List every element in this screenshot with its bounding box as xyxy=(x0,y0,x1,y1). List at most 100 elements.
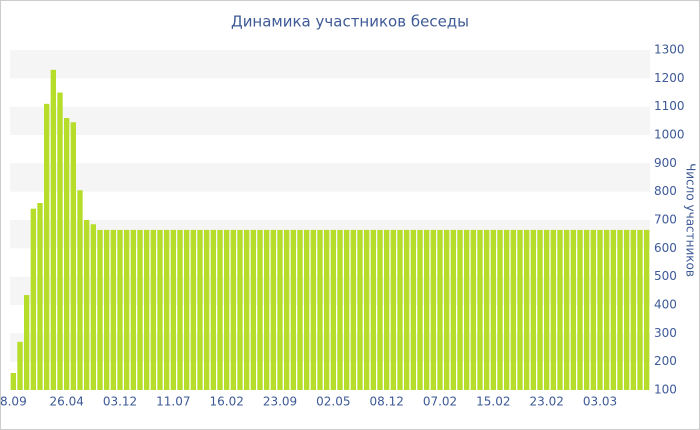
bar xyxy=(390,229,396,390)
bar xyxy=(330,229,336,390)
bar xyxy=(590,229,596,390)
bar xyxy=(324,229,330,390)
bar xyxy=(637,229,643,390)
bar xyxy=(450,229,456,390)
bar xyxy=(257,229,263,390)
y-tick-label: 400 xyxy=(654,298,677,312)
bar xyxy=(544,229,550,390)
bar xyxy=(210,229,216,390)
bar xyxy=(357,229,363,390)
bar xyxy=(57,92,63,390)
bar xyxy=(277,229,283,390)
x-tick-label: 8.09 xyxy=(0,395,27,409)
y-tick-label: 800 xyxy=(654,184,677,198)
bar xyxy=(204,229,210,390)
bar xyxy=(370,229,376,390)
grid-band xyxy=(10,276,650,305)
bar xyxy=(490,229,496,390)
bar xyxy=(217,229,223,390)
bar xyxy=(164,229,170,390)
bar xyxy=(30,208,36,390)
bar xyxy=(610,229,616,390)
y-tick-label: 600 xyxy=(654,241,677,255)
bar xyxy=(624,229,630,390)
x-tick-label: 15.02 xyxy=(476,395,510,409)
bar xyxy=(597,229,603,390)
bar xyxy=(97,229,103,390)
bar xyxy=(224,229,230,390)
bar xyxy=(517,229,523,390)
x-tick-label: 03.03 xyxy=(583,395,617,409)
x-tick-label: 26.04 xyxy=(49,395,83,409)
y-tick-label: 1100 xyxy=(654,99,685,113)
x-tick-label: 23.02 xyxy=(529,395,563,409)
grid-band xyxy=(10,50,650,79)
bar xyxy=(270,229,276,390)
bar xyxy=(384,229,390,390)
bar xyxy=(457,229,463,390)
grid-band xyxy=(10,333,650,362)
chart-title: Динамика участников беседы xyxy=(231,13,469,31)
y-tick-label: 1000 xyxy=(654,128,685,142)
x-tick-label: 03.12 xyxy=(103,395,137,409)
bar xyxy=(70,122,76,390)
bar xyxy=(64,118,70,390)
bar xyxy=(197,229,203,390)
bar xyxy=(150,229,156,390)
x-tick-label: 11.07 xyxy=(156,395,190,409)
bar xyxy=(177,229,183,390)
bar xyxy=(510,229,516,390)
bar xyxy=(550,229,556,390)
bar xyxy=(464,229,470,390)
grid-band xyxy=(10,106,650,135)
bar xyxy=(364,229,370,390)
y-tick-label: 1300 xyxy=(654,43,685,57)
bar xyxy=(297,229,303,390)
bar xyxy=(530,229,536,390)
bar xyxy=(24,295,30,390)
bar xyxy=(184,229,190,390)
bar xyxy=(137,229,143,390)
bar xyxy=(244,229,250,390)
bar xyxy=(157,229,163,390)
x-tick-label: 07.02 xyxy=(423,395,457,409)
bar xyxy=(144,229,150,390)
bar xyxy=(557,229,563,390)
bar xyxy=(477,229,483,390)
bar xyxy=(170,229,176,390)
y-tick-label: 300 xyxy=(654,326,677,340)
y-tick-label: 200 xyxy=(654,354,677,368)
bar xyxy=(497,229,503,390)
bar xyxy=(124,229,130,390)
y-tick-label: 500 xyxy=(654,269,677,283)
bar xyxy=(317,229,323,390)
bar xyxy=(564,229,570,390)
x-tick-label: 16.02 xyxy=(209,395,243,409)
bar xyxy=(310,229,316,390)
bar xyxy=(584,229,590,390)
bar xyxy=(350,229,356,390)
bar xyxy=(130,229,136,390)
bar xyxy=(10,373,16,390)
bar xyxy=(604,229,610,390)
bar xyxy=(104,229,110,390)
bar xyxy=(570,229,576,390)
bar xyxy=(304,229,310,390)
bar xyxy=(77,190,83,390)
bar xyxy=(44,103,50,390)
bar xyxy=(37,203,43,390)
bar xyxy=(537,229,543,390)
bar xyxy=(617,229,623,390)
bar xyxy=(444,229,450,390)
bar xyxy=(404,229,410,390)
bar xyxy=(484,229,490,390)
bar xyxy=(50,69,56,390)
bar xyxy=(524,229,530,390)
bar xyxy=(424,229,430,390)
bar xyxy=(290,229,296,390)
bar xyxy=(264,229,270,390)
bar xyxy=(337,229,343,390)
bar xyxy=(90,224,96,390)
bar xyxy=(84,220,90,390)
bar xyxy=(377,229,383,390)
